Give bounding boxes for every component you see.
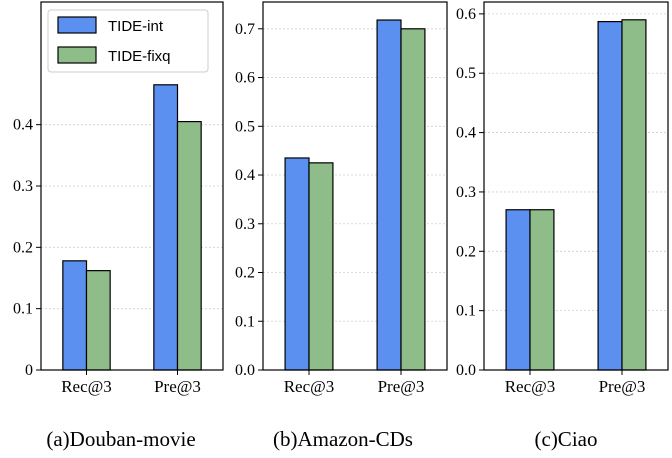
y-tick-label: 0.0 bbox=[456, 362, 476, 379]
y-tick-label: 0.3 bbox=[13, 178, 33, 195]
legend-swatch-tide-fixq bbox=[57, 46, 97, 64]
y-tick-label: 0.2 bbox=[456, 243, 476, 260]
y-tick-label: 0.5 bbox=[456, 65, 476, 82]
panel-ciao: 0.0 0.1 0.2 0.3 0.4 0.5 0.6 Rec@3 Pre@3 bbox=[456, 1, 669, 396]
caption-ciao: (c)Ciao bbox=[535, 427, 598, 451]
bar-amazon-cds-pre3-tide-fixq bbox=[400, 28, 426, 371]
bar-ciao-rec3-tide-fixq bbox=[529, 209, 555, 371]
y-tick-label: 0.1 bbox=[235, 313, 255, 330]
bar-ciao-pre3-tide-fixq bbox=[621, 19, 647, 371]
bar-amazon-cds-rec3-tide-int bbox=[284, 157, 310, 371]
plot-frame bbox=[483, 1, 669, 371]
x-tick-label: Rec@3 bbox=[505, 377, 556, 396]
bar-douban-movie-rec3-tide-int bbox=[62, 260, 88, 371]
y-tick-label: 0.3 bbox=[235, 216, 255, 233]
y-tick-label: 0.1 bbox=[456, 303, 476, 320]
y-tick-label: 0.4 bbox=[235, 167, 255, 184]
panel-captions: (a)Douban-movie (b)Amazon-CDs (c)Ciao bbox=[46, 427, 597, 451]
bar-douban-movie-rec3-tide-fixq bbox=[85, 270, 111, 371]
y-tick-label: 0.4 bbox=[13, 117, 33, 134]
bar-amazon-cds-rec3-tide-fixq bbox=[308, 162, 334, 371]
x-tick-label: Rec@3 bbox=[284, 377, 335, 396]
x-tick-label: Rec@3 bbox=[61, 377, 112, 396]
legend-label-tide-int: TIDE-int bbox=[108, 18, 164, 35]
panel-amazon-cds: 0.0 0.1 0.2 0.3 0.4 0.5 0.6 0.7 Rec@3 Pre@3 bbox=[235, 1, 448, 396]
legend-swatch-tide-int bbox=[57, 16, 97, 34]
bar-ciao-rec3-tide-int bbox=[505, 209, 531, 371]
panel-douban-movie: 0 0.1 0.2 0.3 0.4 Rec@3 Pre@3 bbox=[13, 1, 224, 396]
y-tick-label: 0.4 bbox=[456, 125, 476, 142]
bar-douban-movie-pre3-tide-int bbox=[153, 84, 179, 371]
legend-label-tide-fixq: TIDE-fixq bbox=[108, 48, 171, 65]
y-tick-label: 0.5 bbox=[235, 118, 255, 135]
x-tick-label: Pre@3 bbox=[154, 377, 201, 396]
y-tick-label: 0.6 bbox=[456, 6, 476, 23]
caption-amazon-cds: (b)Amazon-CDs bbox=[273, 427, 413, 451]
caption-douban-movie: (a)Douban-movie bbox=[46, 427, 195, 451]
y-tick-label: 0.7 bbox=[235, 21, 255, 38]
y-tick-label: 0.1 bbox=[13, 301, 33, 318]
bar-douban-movie-pre3-tide-fixq bbox=[176, 120, 202, 371]
plot-frame bbox=[40, 1, 224, 371]
x-tick-label: Pre@3 bbox=[378, 377, 425, 396]
y-tick-label: 0.2 bbox=[13, 239, 33, 256]
y-tick-label: 0.3 bbox=[456, 184, 476, 201]
y-tick-label: 0.0 bbox=[235, 362, 255, 379]
x-tick-label: Pre@3 bbox=[599, 377, 646, 396]
legend: TIDE-int TIDE-fixq bbox=[47, 9, 209, 73]
bar-ciao-pre3-tide-int bbox=[597, 20, 623, 371]
bar-amazon-cds-pre3-tide-int bbox=[376, 19, 402, 371]
y-tick-label: 0.6 bbox=[235, 70, 255, 87]
y-tick-label: 0 bbox=[25, 362, 33, 379]
plot-frame bbox=[262, 1, 448, 371]
y-tick-label: 0.2 bbox=[235, 265, 255, 282]
